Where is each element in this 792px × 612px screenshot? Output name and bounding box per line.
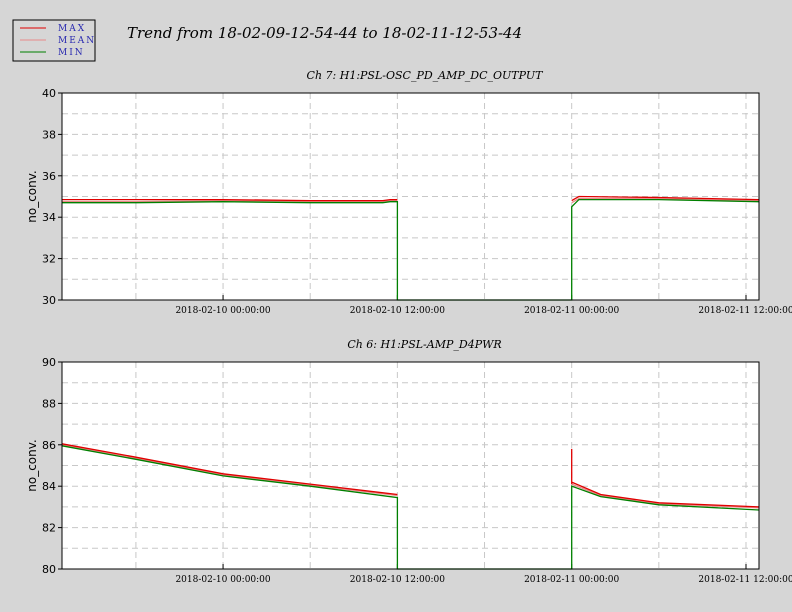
legend-label-max: MAX	[58, 24, 86, 34]
y-tick-label: 90	[42, 356, 56, 369]
y-tick-label: 30	[42, 294, 56, 307]
x-tick-label: 2018-02-10 00:00:00	[175, 306, 270, 316]
x-tick-label: 2018-02-10 12:00:00	[350, 575, 445, 585]
y-tick-label: 40	[42, 87, 56, 100]
y-tick-label: 34	[42, 211, 56, 224]
series-line-min	[62, 198, 760, 301]
legend-entry-mean: MEAN	[20, 36, 96, 46]
chart-title: Ch 6: H1:PSL-AMP_D4PWR	[347, 338, 501, 351]
y-tick-label: 84	[42, 480, 56, 493]
x-tick-label: 2018-02-11 00:00:00	[524, 306, 619, 316]
y-tick-label: 36	[42, 170, 56, 183]
chart-panel-ch6: Ch 6: H1:PSL-AMP_D4PWR 80 82 84 86 88 90 2018-0…	[25, 338, 792, 585]
series-line-mean	[61, 444, 760, 509]
x-tick-label: 2018-02-11 12:00:00	[698, 575, 792, 585]
x-tick-label: 2018-02-10 12:00:00	[350, 306, 445, 316]
legend-label-min: MIN	[58, 48, 85, 58]
y-axis-label: no_conv.	[25, 170, 39, 222]
plot-frame	[61, 92, 760, 301]
y-tick-label: 86	[42, 439, 56, 452]
legend: MAX MEAN MIN	[12, 19, 96, 62]
legend-label-mean: MEAN	[58, 36, 96, 46]
y-tick-label: 80	[42, 563, 56, 576]
y-tick-label: 88	[42, 397, 56, 410]
legend-entry-min: MIN	[20, 48, 85, 58]
series-line-mean	[62, 197, 760, 204]
chart-title: Ch 7: H1:PSL-OSC_PD_AMP_DC_OUTPUT	[307, 69, 545, 82]
series-line-max	[61, 443, 760, 508]
plot-frame	[61, 361, 760, 570]
x-tick-label: 2018-02-10 00:00:00	[175, 575, 270, 585]
series-line-max	[62, 195, 760, 202]
legend-entry-max: MAX	[20, 24, 86, 34]
x-tick-label: 2018-02-11 00:00:00	[524, 575, 619, 585]
main-title: Trend from 18-02-09-12-54-44 to 18-02-11…	[127, 24, 522, 42]
chart-panel-ch7: Ch 7: H1:PSL-OSC_PD_AMP_DC_OUTPUT 30 32 34 3…	[25, 69, 792, 316]
y-tick-label: 38	[42, 128, 56, 141]
y-axis-label: no_conv.	[25, 439, 39, 491]
y-tick-label: 82	[42, 522, 56, 535]
y-tick-label: 32	[42, 253, 56, 266]
x-tick-label: 2018-02-11 12:00:00	[698, 306, 792, 316]
